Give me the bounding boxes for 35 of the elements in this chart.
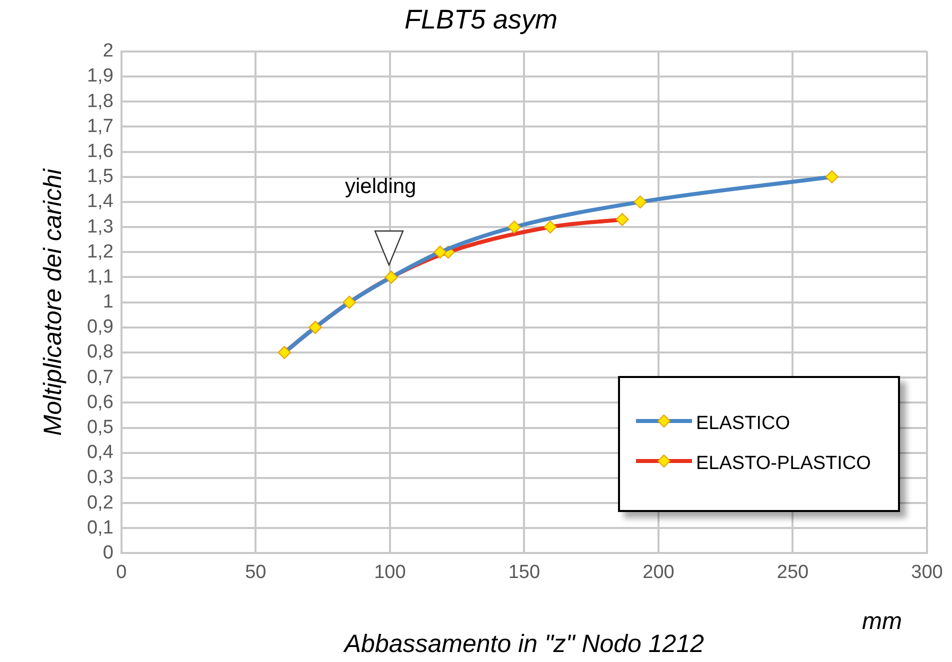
y-tick-label: 1,4: [86, 191, 114, 212]
y-tick-label: 0,4: [86, 442, 114, 464]
chart-title: FLBT5 asym: [404, 4, 558, 35]
legend-label: ELASTO-PLASTICO: [696, 453, 871, 475]
y-tick-label: 0,7: [86, 366, 114, 388]
y-tick-label: 1,9: [86, 66, 114, 87]
y-tick-label: 1,3: [86, 216, 114, 238]
x-tick-label: 200: [642, 562, 674, 583]
x-tick-label: 150: [508, 562, 540, 583]
y-tick-label: 0,5: [86, 416, 114, 438]
text: mm: [862, 608, 902, 636]
y-tick-label: 0,1: [86, 517, 114, 538]
y-tick-label: 1,8: [86, 90, 114, 112]
y-tick-label: 0,3: [86, 467, 114, 488]
y-tick-label: 1: [102, 292, 114, 313]
x-tick-label: 100: [374, 562, 406, 583]
y-tick-label: 0,6: [86, 392, 114, 413]
legend-label: ELASTICO: [696, 413, 790, 435]
y-tick-label: 1,7: [86, 116, 114, 137]
y-tick-label: 0,8: [86, 342, 114, 363]
y-tick-label: 1,6: [86, 140, 114, 162]
y-tick-label: 1,2: [86, 241, 114, 262]
y-tick-label: 0,2: [86, 492, 114, 514]
x-axis-title: Abbassamento in "z" Nodo 1212: [342, 630, 704, 658]
y-tick-label: 0,9: [86, 316, 114, 338]
annotation: yielding: [345, 175, 416, 199]
y-tick-label: 0: [102, 542, 114, 564]
x-tick-label: 0: [116, 562, 127, 583]
y-tick-label: 1,1: [86, 266, 114, 288]
y-tick-label: 2: [102, 40, 114, 62]
x-tick-label: 300: [911, 562, 943, 583]
x-tick-label: 250: [776, 562, 809, 583]
y-tick-label: 1,5: [86, 166, 114, 188]
x-tick-label: 50: [245, 562, 266, 583]
y-axis-title: Moltiplicatore dei carichi: [38, 167, 67, 436]
